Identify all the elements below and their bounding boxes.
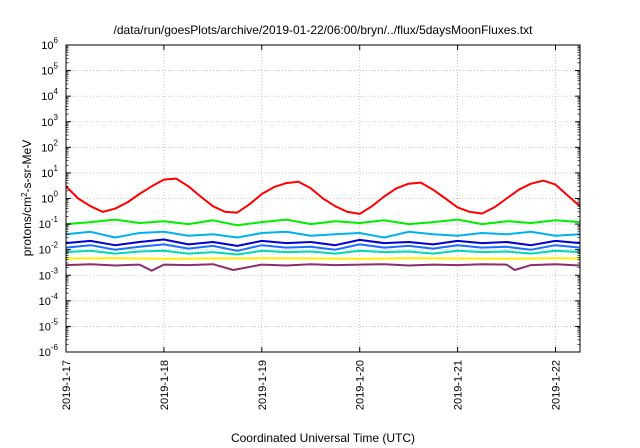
series-line-8 xyxy=(65,263,581,272)
y-tick-label: 10-2 xyxy=(39,241,59,257)
x-axis-label: Coordinated Universal Time (UTC) xyxy=(231,431,415,445)
x-tick-label: 2019-1-17 xyxy=(61,360,73,410)
y-tick-label: 10-3 xyxy=(39,266,59,282)
y-axis-label-pre: protons/cm xyxy=(20,197,34,256)
series-group xyxy=(65,177,581,272)
series-line-7 xyxy=(65,257,581,260)
y-tick-label: 102 xyxy=(41,138,58,154)
y-tick-label: 106 xyxy=(41,36,58,52)
y-tick-label: 10-6 xyxy=(39,343,59,359)
ticks: 106 105 104 103 102 101 100 10-1 10-2 10-3 10-4 10-… xyxy=(39,36,580,410)
y-tick-label: 105 xyxy=(41,62,58,78)
y-axis-label: protons/cm2-s-sr-MeV xyxy=(20,140,35,256)
x-tick-label: 2019-1-21 xyxy=(453,360,465,410)
x-tick-label: 2019-1-20 xyxy=(355,360,367,410)
y-axis-label-post: -s-sr-MeV xyxy=(20,140,34,193)
y-axis-label-sup: 2 xyxy=(20,192,29,197)
chart-title: /data/run/goesPlots/archive/2019-01-22/0… xyxy=(114,23,534,37)
y-tick-label: 10-4 xyxy=(39,292,59,308)
series-line-4 xyxy=(65,238,581,247)
grid xyxy=(66,45,580,352)
series-line-5 xyxy=(65,243,581,252)
y-tick-label: 100 xyxy=(41,190,58,206)
y-tick-label: 10-1 xyxy=(39,215,59,231)
y-tick-label: 101 xyxy=(41,164,58,180)
series-line-6 xyxy=(65,249,581,256)
series-line-3 xyxy=(65,230,581,239)
x-tick-label: 2019-1-19 xyxy=(257,360,269,410)
y-tick-label: 104 xyxy=(41,87,58,103)
y-tick-label: 103 xyxy=(41,113,58,129)
series-line-2 xyxy=(65,218,581,227)
y-tick-label: 10-5 xyxy=(39,317,59,333)
series-line-1 xyxy=(65,177,581,215)
x-tick-label: 2019-1-18 xyxy=(159,360,171,410)
x-tick-label: 2019-1-22 xyxy=(551,360,563,410)
